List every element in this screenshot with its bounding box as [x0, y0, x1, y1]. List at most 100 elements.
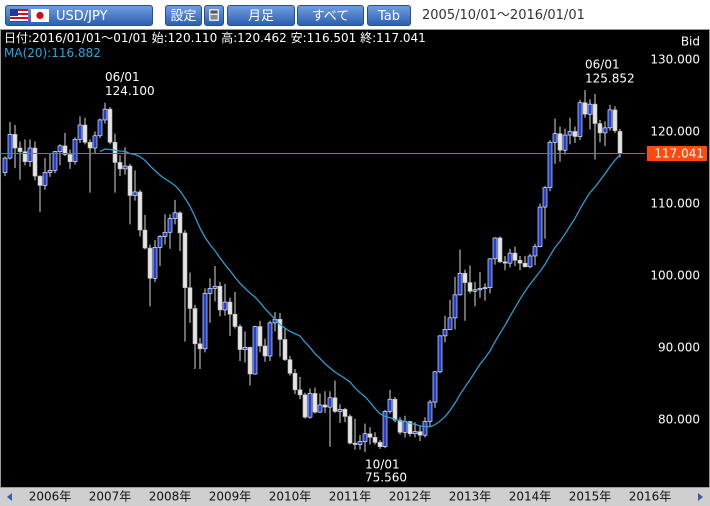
- candle-body: [382, 411, 388, 447]
- y-tick-label: 130.000: [650, 53, 700, 67]
- calculator-icon: [209, 9, 219, 21]
- y-tick-label: 110.000: [650, 197, 700, 211]
- x-tick-label: 2015年: [569, 490, 612, 504]
- candle-body: [92, 135, 98, 149]
- candle-body: [327, 397, 333, 408]
- candle-body: [57, 145, 63, 152]
- candle-body: [442, 329, 448, 337]
- candle-body: [2, 157, 8, 173]
- candle-body: [267, 322, 273, 357]
- y-tick-label: 120.000: [650, 125, 700, 139]
- candle-body: [502, 261, 508, 264]
- x-tick-label: 2011年: [329, 490, 372, 504]
- candle-body: [532, 246, 538, 257]
- candle-body: [427, 401, 433, 422]
- candle-body: [482, 287, 488, 289]
- candle-body: [102, 108, 108, 121]
- candle-body: [612, 109, 618, 132]
- candle-body: [142, 229, 148, 249]
- candle-body: [577, 102, 583, 137]
- x-tick-label: 2006年: [29, 490, 72, 504]
- candle-body: [12, 134, 18, 149]
- candle-body: [332, 397, 338, 412]
- candle-body: [257, 326, 263, 347]
- info-date: 日付:2016/01/01～01/01: [4, 31, 148, 45]
- candle-body: [282, 339, 288, 360]
- info-high: 高:120.462: [221, 31, 287, 45]
- candle-body: [297, 389, 303, 396]
- candle-body: [312, 393, 318, 413]
- candle-body: [62, 145, 68, 155]
- timeframe-button[interactable]: 月足: [227, 5, 295, 26]
- candle-body: [187, 287, 193, 309]
- candle-body: [292, 372, 298, 391]
- candle-body: [487, 258, 493, 288]
- candle-body: [192, 308, 198, 345]
- candle-body: [32, 147, 38, 177]
- last-price-label: 117.041: [654, 146, 704, 160]
- candle-body: [387, 398, 393, 412]
- candle-body: [452, 294, 458, 319]
- candle-body: [407, 421, 413, 435]
- candle-body: [22, 151, 28, 163]
- candle-body: [277, 319, 283, 340]
- candle-body: [122, 165, 128, 170]
- candle-body: [492, 237, 498, 260]
- candles: [2, 90, 623, 453]
- candle-body: [557, 133, 563, 151]
- x-tick-label: 2008年: [149, 490, 192, 504]
- x-tick-label: 2012年: [389, 490, 432, 504]
- annotation-value: 125.852: [585, 72, 635, 86]
- y-tick-label: 80.000: [658, 413, 700, 427]
- settings-button[interactable]: 設定: [165, 5, 202, 26]
- candle-body: [472, 289, 478, 292]
- calculator-button[interactable]: [204, 5, 224, 26]
- candle-body: [252, 326, 258, 375]
- candle-body: [17, 147, 23, 152]
- candle-body: [217, 285, 223, 311]
- symbol-button[interactable]: USD/JPY: [5, 5, 153, 26]
- ohlc-line: 日付:2016/01/01～01/01 始:120.110 高:120.462 …: [4, 31, 426, 46]
- tab-button[interactable]: Tab: [367, 5, 411, 26]
- info-low: 安:116.501: [290, 31, 357, 45]
- candle-body: [302, 394, 308, 418]
- y-tick-label: 100.000: [650, 269, 700, 283]
- candle-body: [412, 431, 418, 435]
- candle-body: [352, 442, 358, 445]
- candle-body: [117, 162, 123, 170]
- candle-body: [497, 237, 503, 263]
- ma-label: MA(20):116.882: [4, 46, 101, 60]
- candle-body: [67, 154, 73, 163]
- x-tick-label: 2009年: [209, 490, 252, 504]
- candle-body: [222, 301, 228, 311]
- candle-body: [462, 272, 468, 283]
- candle-body: [552, 133, 558, 143]
- candle-body: [367, 433, 373, 438]
- scroll-right[interactable]: [698, 493, 703, 501]
- candle-body: [467, 282, 473, 292]
- candle-body: [572, 131, 578, 137]
- candle-body: [362, 433, 368, 442]
- candle-body: [397, 419, 403, 433]
- candle-body: [202, 293, 208, 350]
- candle-body: [437, 335, 443, 373]
- candle-body: [182, 232, 188, 288]
- candle-body: [337, 408, 343, 412]
- candle-body: [197, 343, 203, 350]
- price-label: Bid: [681, 35, 700, 49]
- candle-body: [402, 421, 408, 433]
- ma-line: [99, 148, 621, 428]
- range-button[interactable]: すべて: [297, 5, 364, 26]
- candle-body: [597, 123, 603, 134]
- candle-body: [7, 134, 13, 159]
- time-scrollbar[interactable]: [0, 488, 710, 506]
- scroll-left[interactable]: [7, 493, 12, 501]
- candle-body: [307, 393, 313, 418]
- jp-flag: [31, 9, 49, 22]
- candle-body: [447, 317, 453, 330]
- candle-body: [392, 398, 398, 421]
- candle-body: [317, 404, 323, 413]
- candle-body: [322, 404, 328, 408]
- annotation-value: 75.560: [365, 471, 407, 485]
